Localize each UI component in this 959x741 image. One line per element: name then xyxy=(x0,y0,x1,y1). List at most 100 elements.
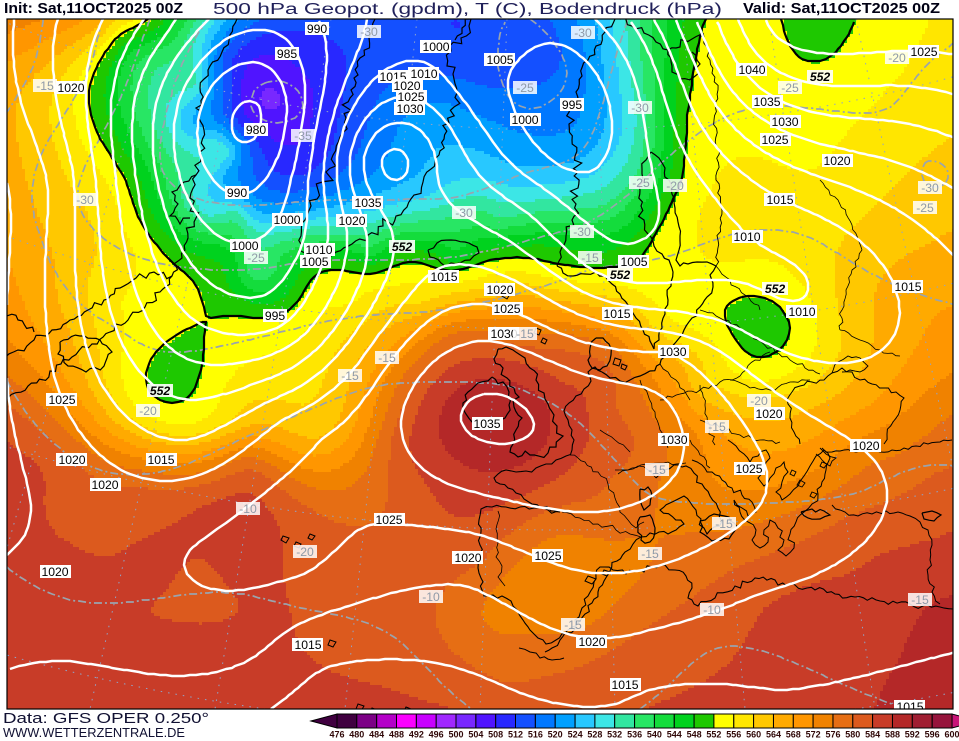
svg-text:-15: -15 xyxy=(341,369,359,383)
svg-text:1015: 1015 xyxy=(894,280,921,294)
svg-text:1020: 1020 xyxy=(823,154,850,168)
svg-text:WWW.WETTERZENTRALE.DE: WWW.WETTERZENTRALE.DE xyxy=(3,725,185,740)
svg-text:476: 476 xyxy=(329,730,344,740)
svg-text:-15: -15 xyxy=(378,351,396,365)
svg-text:1010: 1010 xyxy=(788,305,815,319)
svg-text:-25: -25 xyxy=(916,201,934,215)
svg-text:1020: 1020 xyxy=(393,79,420,93)
svg-text:-20: -20 xyxy=(139,404,157,418)
svg-text:-15: -15 xyxy=(581,251,599,265)
svg-text:990: 990 xyxy=(227,186,248,200)
svg-text:-15: -15 xyxy=(641,547,659,561)
svg-text:1020: 1020 xyxy=(58,453,85,467)
svg-text:1025: 1025 xyxy=(761,133,788,147)
svg-text:-20: -20 xyxy=(888,51,906,65)
svg-text:1030: 1030 xyxy=(660,433,687,447)
svg-text:1030: 1030 xyxy=(771,115,798,129)
svg-text:1015: 1015 xyxy=(294,638,321,652)
svg-text:-25: -25 xyxy=(781,81,799,95)
svg-text:552: 552 xyxy=(610,268,631,282)
svg-text:560: 560 xyxy=(746,730,761,740)
svg-text:Init: Sat,11OCT2025 00Z: Init: Sat,11OCT2025 00Z xyxy=(4,0,183,17)
svg-text:496: 496 xyxy=(429,730,444,740)
svg-text:1025: 1025 xyxy=(48,393,75,407)
svg-text:1030: 1030 xyxy=(396,102,423,116)
svg-text:508: 508 xyxy=(488,730,503,740)
svg-text:548: 548 xyxy=(687,730,702,740)
svg-text:1025: 1025 xyxy=(910,45,937,59)
svg-text:484: 484 xyxy=(369,730,384,740)
svg-text:1020: 1020 xyxy=(578,635,605,649)
svg-text:500: 500 xyxy=(448,730,463,740)
svg-text:1000: 1000 xyxy=(422,40,449,54)
svg-text:1000: 1000 xyxy=(273,213,300,227)
svg-text:1005: 1005 xyxy=(620,255,647,269)
svg-text:-20: -20 xyxy=(296,545,314,559)
svg-text:-30: -30 xyxy=(76,193,94,207)
svg-text:-20: -20 xyxy=(666,179,684,193)
svg-text:1035: 1035 xyxy=(753,95,780,109)
svg-text:-25: -25 xyxy=(632,176,650,190)
svg-text:500 hPa Geopot. (gpdm), T (C),: 500 hPa Geopot. (gpdm), T (C), Bodendruc… xyxy=(213,1,722,18)
svg-text:980: 980 xyxy=(246,123,267,137)
svg-text:-15: -15 xyxy=(516,327,534,341)
svg-text:1015: 1015 xyxy=(896,700,923,714)
svg-text:1025: 1025 xyxy=(735,462,762,476)
svg-text:-25: -25 xyxy=(516,81,534,95)
svg-text:-15: -15 xyxy=(564,618,582,632)
svg-text:552: 552 xyxy=(810,70,831,84)
svg-text:1010: 1010 xyxy=(305,243,332,257)
svg-text:576: 576 xyxy=(825,730,840,740)
svg-text:1015: 1015 xyxy=(611,678,638,692)
svg-text:556: 556 xyxy=(726,730,741,740)
svg-text:-35: -35 xyxy=(294,129,312,143)
svg-text:1015: 1015 xyxy=(430,270,457,284)
svg-text:1015: 1015 xyxy=(603,307,630,321)
svg-text:504: 504 xyxy=(468,730,483,740)
svg-text:1035: 1035 xyxy=(354,196,381,210)
svg-text:1025: 1025 xyxy=(493,302,520,316)
svg-text:1020: 1020 xyxy=(338,214,365,228)
svg-text:540: 540 xyxy=(647,730,662,740)
svg-text:544: 544 xyxy=(667,730,682,740)
svg-text:1020: 1020 xyxy=(852,439,879,453)
svg-text:-30: -30 xyxy=(360,25,378,39)
svg-text:Data: GFS OPER 0.250°: Data: GFS OPER 0.250° xyxy=(3,710,209,727)
svg-text:584: 584 xyxy=(865,730,880,740)
svg-text:552: 552 xyxy=(392,240,413,254)
svg-text:1025: 1025 xyxy=(534,549,561,563)
svg-text:1020: 1020 xyxy=(57,81,84,95)
svg-text:1040: 1040 xyxy=(738,63,765,77)
svg-text:1005: 1005 xyxy=(301,255,328,269)
svg-text:Valid: Sat,11OCT2025 00Z: Valid: Sat,11OCT2025 00Z xyxy=(743,0,940,17)
svg-text:1020: 1020 xyxy=(41,565,68,579)
svg-text:528: 528 xyxy=(587,730,602,740)
svg-text:985: 985 xyxy=(277,47,298,61)
svg-text:480: 480 xyxy=(349,730,364,740)
svg-text:-15: -15 xyxy=(648,463,666,477)
svg-text:-25: -25 xyxy=(247,251,265,265)
svg-text:492: 492 xyxy=(409,730,424,740)
svg-text:520: 520 xyxy=(548,730,563,740)
svg-text:1020: 1020 xyxy=(454,551,481,565)
svg-text:572: 572 xyxy=(806,730,821,740)
svg-text:1005: 1005 xyxy=(486,53,513,67)
svg-text:1015: 1015 xyxy=(766,193,793,207)
svg-text:1000: 1000 xyxy=(231,239,258,253)
svg-text:532: 532 xyxy=(607,730,622,740)
svg-text:592: 592 xyxy=(905,730,920,740)
svg-text:-15: -15 xyxy=(708,420,726,434)
svg-text:1020: 1020 xyxy=(486,283,513,297)
svg-text:1025: 1025 xyxy=(375,513,402,527)
svg-text:564: 564 xyxy=(766,730,781,740)
svg-text:600: 600 xyxy=(944,730,959,740)
svg-text:588: 588 xyxy=(885,730,900,740)
svg-text:990: 990 xyxy=(307,22,328,36)
svg-text:-15: -15 xyxy=(715,517,733,531)
svg-text:-10: -10 xyxy=(422,590,440,604)
svg-text:1020: 1020 xyxy=(91,478,118,492)
svg-text:1010: 1010 xyxy=(410,67,437,81)
svg-text:1015: 1015 xyxy=(147,453,174,467)
svg-text:552: 552 xyxy=(765,282,786,296)
svg-text:580: 580 xyxy=(845,730,860,740)
